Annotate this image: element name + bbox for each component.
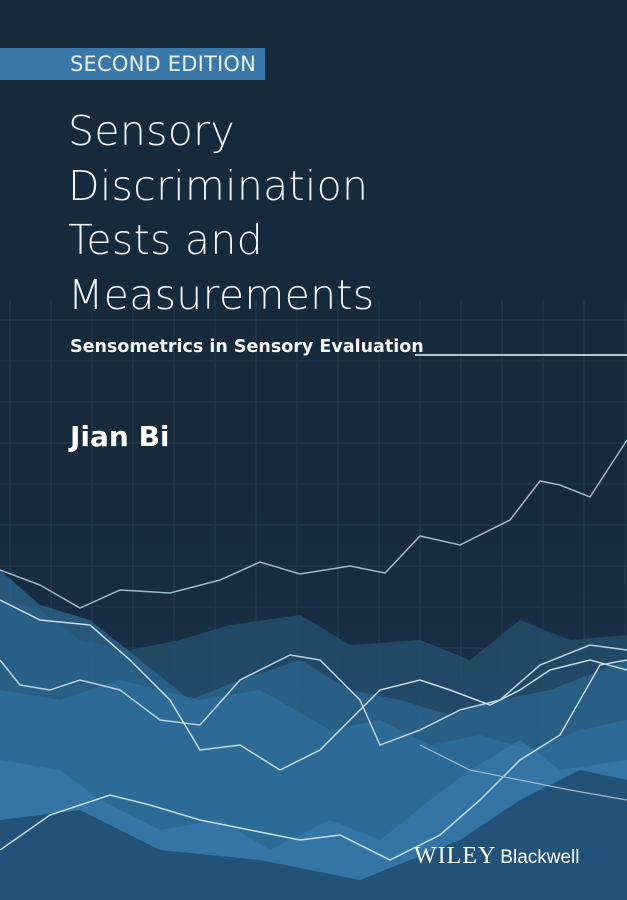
title-line: Measurements [68,270,375,319]
publisher-imprint: Blackwell [500,847,580,868]
edition-band: SECOND EDITION [0,48,265,80]
divider [415,354,627,356]
publisher-logo: WILEY Blackwell [414,843,580,870]
author-name: Jian Bi [70,420,170,453]
title-line: Tests and [68,216,263,264]
book-title: Sensory Discrimination Tests and Measure… [68,104,374,322]
edition-label: SECOND EDITION [70,52,257,76]
publisher-name: WILEY [414,843,497,869]
book-subtitle: Sensometrics in Sensory Evaluation [70,337,424,357]
title-line: Discrimination [68,161,369,210]
title-line: Sensory [68,107,235,155]
